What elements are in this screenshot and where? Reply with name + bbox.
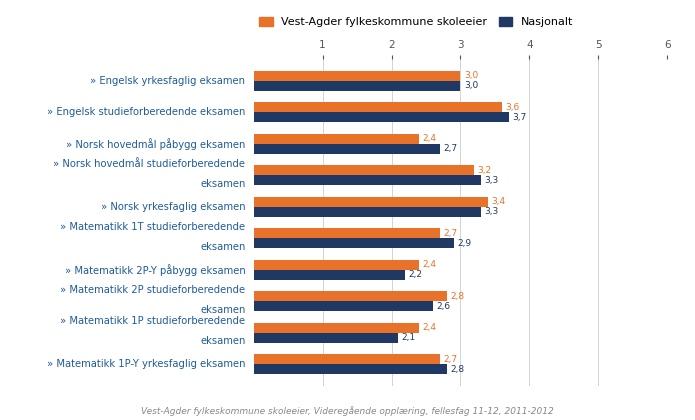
Text: 2,6: 2,6 [436, 302, 450, 311]
Bar [254, 102, 502, 112]
Bar [254, 364, 447, 375]
Text: 2,1: 2,1 [402, 333, 416, 342]
Text: 2,4: 2,4 [423, 260, 436, 269]
Text: 2,9: 2,9 [457, 239, 471, 248]
Bar [254, 228, 440, 238]
Text: 2,2: 2,2 [409, 270, 423, 279]
Text: eksamen: eksamen [200, 242, 245, 252]
Text: 2,8: 2,8 [450, 365, 464, 374]
Text: » Matematikk 2P-Y påbygg eksamen: » Matematikk 2P-Y påbygg eksamen [65, 264, 245, 276]
Text: 3,3: 3,3 [484, 207, 499, 216]
Text: 2,7: 2,7 [443, 355, 457, 364]
Text: eksamen: eksamen [200, 336, 245, 346]
Text: eksamen: eksamen [200, 179, 245, 189]
Text: » Engelsk studieforberedende eksamen: » Engelsk studieforberedende eksamen [47, 108, 245, 117]
Bar [254, 165, 474, 175]
Text: » Matematikk 1P-Y yrkesfaglig eksamen: » Matematikk 1P-Y yrkesfaglig eksamen [47, 360, 245, 369]
Text: Vest-Agder fylkeskommune skoleeier, Videregående opplæring, fellesfag 11-12, 201: Vest-Agder fylkeskommune skoleeier, Vide… [141, 406, 554, 416]
Text: 3,7: 3,7 [512, 113, 526, 122]
Bar [254, 333, 398, 343]
Bar [254, 291, 447, 302]
Text: eksamen: eksamen [200, 305, 245, 315]
Bar [254, 175, 481, 185]
Text: 2,8: 2,8 [450, 292, 464, 301]
Bar [254, 260, 419, 270]
Bar [254, 354, 440, 364]
Text: » Matematikk 1T studieforberedende: » Matematikk 1T studieforberedende [60, 222, 245, 232]
Bar [254, 301, 433, 311]
Bar [254, 270, 405, 280]
Text: 3,6: 3,6 [505, 103, 519, 112]
Text: 2,7: 2,7 [443, 144, 457, 153]
Bar [254, 112, 509, 122]
Bar [254, 197, 488, 207]
Text: 3,0: 3,0 [464, 71, 478, 80]
Text: 3,0: 3,0 [464, 81, 478, 90]
Text: 2,4: 2,4 [423, 323, 436, 332]
Text: » Norsk yrkesfaglig eksamen: » Norsk yrkesfaglig eksamen [101, 202, 245, 212]
Bar [254, 144, 440, 154]
Text: » Engelsk yrkesfaglig eksamen: » Engelsk yrkesfaglig eksamen [90, 76, 245, 86]
Text: 3,2: 3,2 [477, 166, 492, 175]
Text: » Norsk hovedmål studieforberedende: » Norsk hovedmål studieforberedende [54, 159, 245, 169]
Bar [254, 323, 419, 333]
Text: » Norsk hovedmål påbygg eksamen: » Norsk hovedmål påbygg eksamen [66, 138, 245, 150]
Text: » Matematikk 2P studieforberedende: » Matematikk 2P studieforberedende [60, 285, 245, 295]
Bar [254, 207, 481, 217]
Text: » Matematikk 1P studieforberedende: » Matematikk 1P studieforberedende [60, 316, 245, 326]
Bar [254, 81, 460, 91]
Text: 3,4: 3,4 [491, 197, 505, 206]
Bar [254, 134, 419, 144]
Bar [254, 239, 454, 248]
Bar [254, 71, 460, 81]
Text: 2,4: 2,4 [423, 134, 436, 143]
Text: 2,7: 2,7 [443, 229, 457, 238]
Text: 3,3: 3,3 [484, 176, 499, 185]
Legend: Vest-Agder fylkeskommune skoleeier, Nasjonalt: Vest-Agder fylkeskommune skoleeier, Nasj… [259, 17, 573, 27]
